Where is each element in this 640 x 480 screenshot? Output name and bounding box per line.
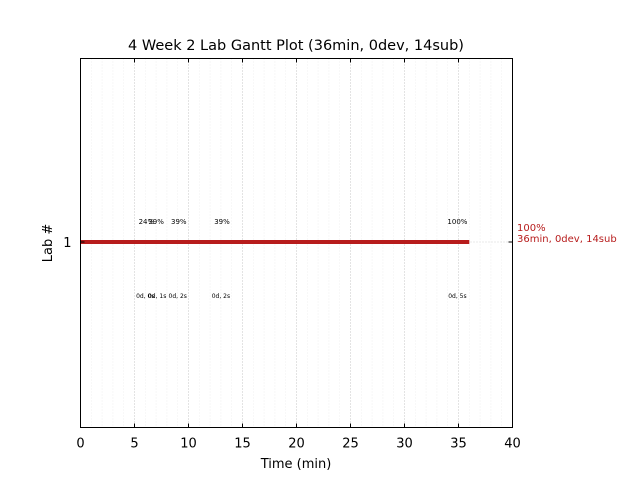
chart-title: 4 Week 2 Lab Gantt Plot (36min, 0dev, 14… bbox=[128, 38, 464, 54]
annotation-deviation: 0d, 2s bbox=[212, 293, 230, 300]
annotation-percent: 39% bbox=[171, 218, 187, 226]
annotation-deviation: 0d, 2s bbox=[169, 293, 187, 300]
annotation-percent: 39% bbox=[214, 218, 230, 226]
annotation-deviation: 0d, 0s bbox=[136, 293, 154, 300]
annotation-deviation: 0d, 5s bbox=[448, 293, 466, 300]
annotation-deviation: 0d, 1s bbox=[148, 293, 166, 300]
y-axis-label: Lab # bbox=[41, 224, 56, 263]
axis-ticks: 0 5 10 15 20 25 30 35 40 1 bbox=[63, 58, 521, 452]
x-tick-label: 5 bbox=[130, 437, 138, 452]
x-axis-label: Time (min) bbox=[260, 457, 332, 472]
y-tick-label: 1 bbox=[63, 236, 71, 251]
annotation-percent: 39% bbox=[148, 218, 164, 226]
end-label-percent: 100% bbox=[517, 223, 546, 234]
x-tick-label: 0 bbox=[76, 437, 84, 452]
x-tick-label: 15 bbox=[234, 437, 251, 452]
x-tick-label: 35 bbox=[450, 437, 467, 452]
x-tick-label: 10 bbox=[180, 437, 197, 452]
x-tick-label: 25 bbox=[342, 437, 359, 452]
end-label-summary: 36min, 0dev, 14sub bbox=[517, 234, 617, 245]
x-tick-label: 20 bbox=[288, 437, 305, 452]
annotation-percent: 24% bbox=[139, 218, 155, 226]
x-tick-label: 40 bbox=[504, 437, 521, 452]
annotation-percent: 100% bbox=[447, 218, 467, 226]
x-tick-label: 30 bbox=[396, 437, 413, 452]
